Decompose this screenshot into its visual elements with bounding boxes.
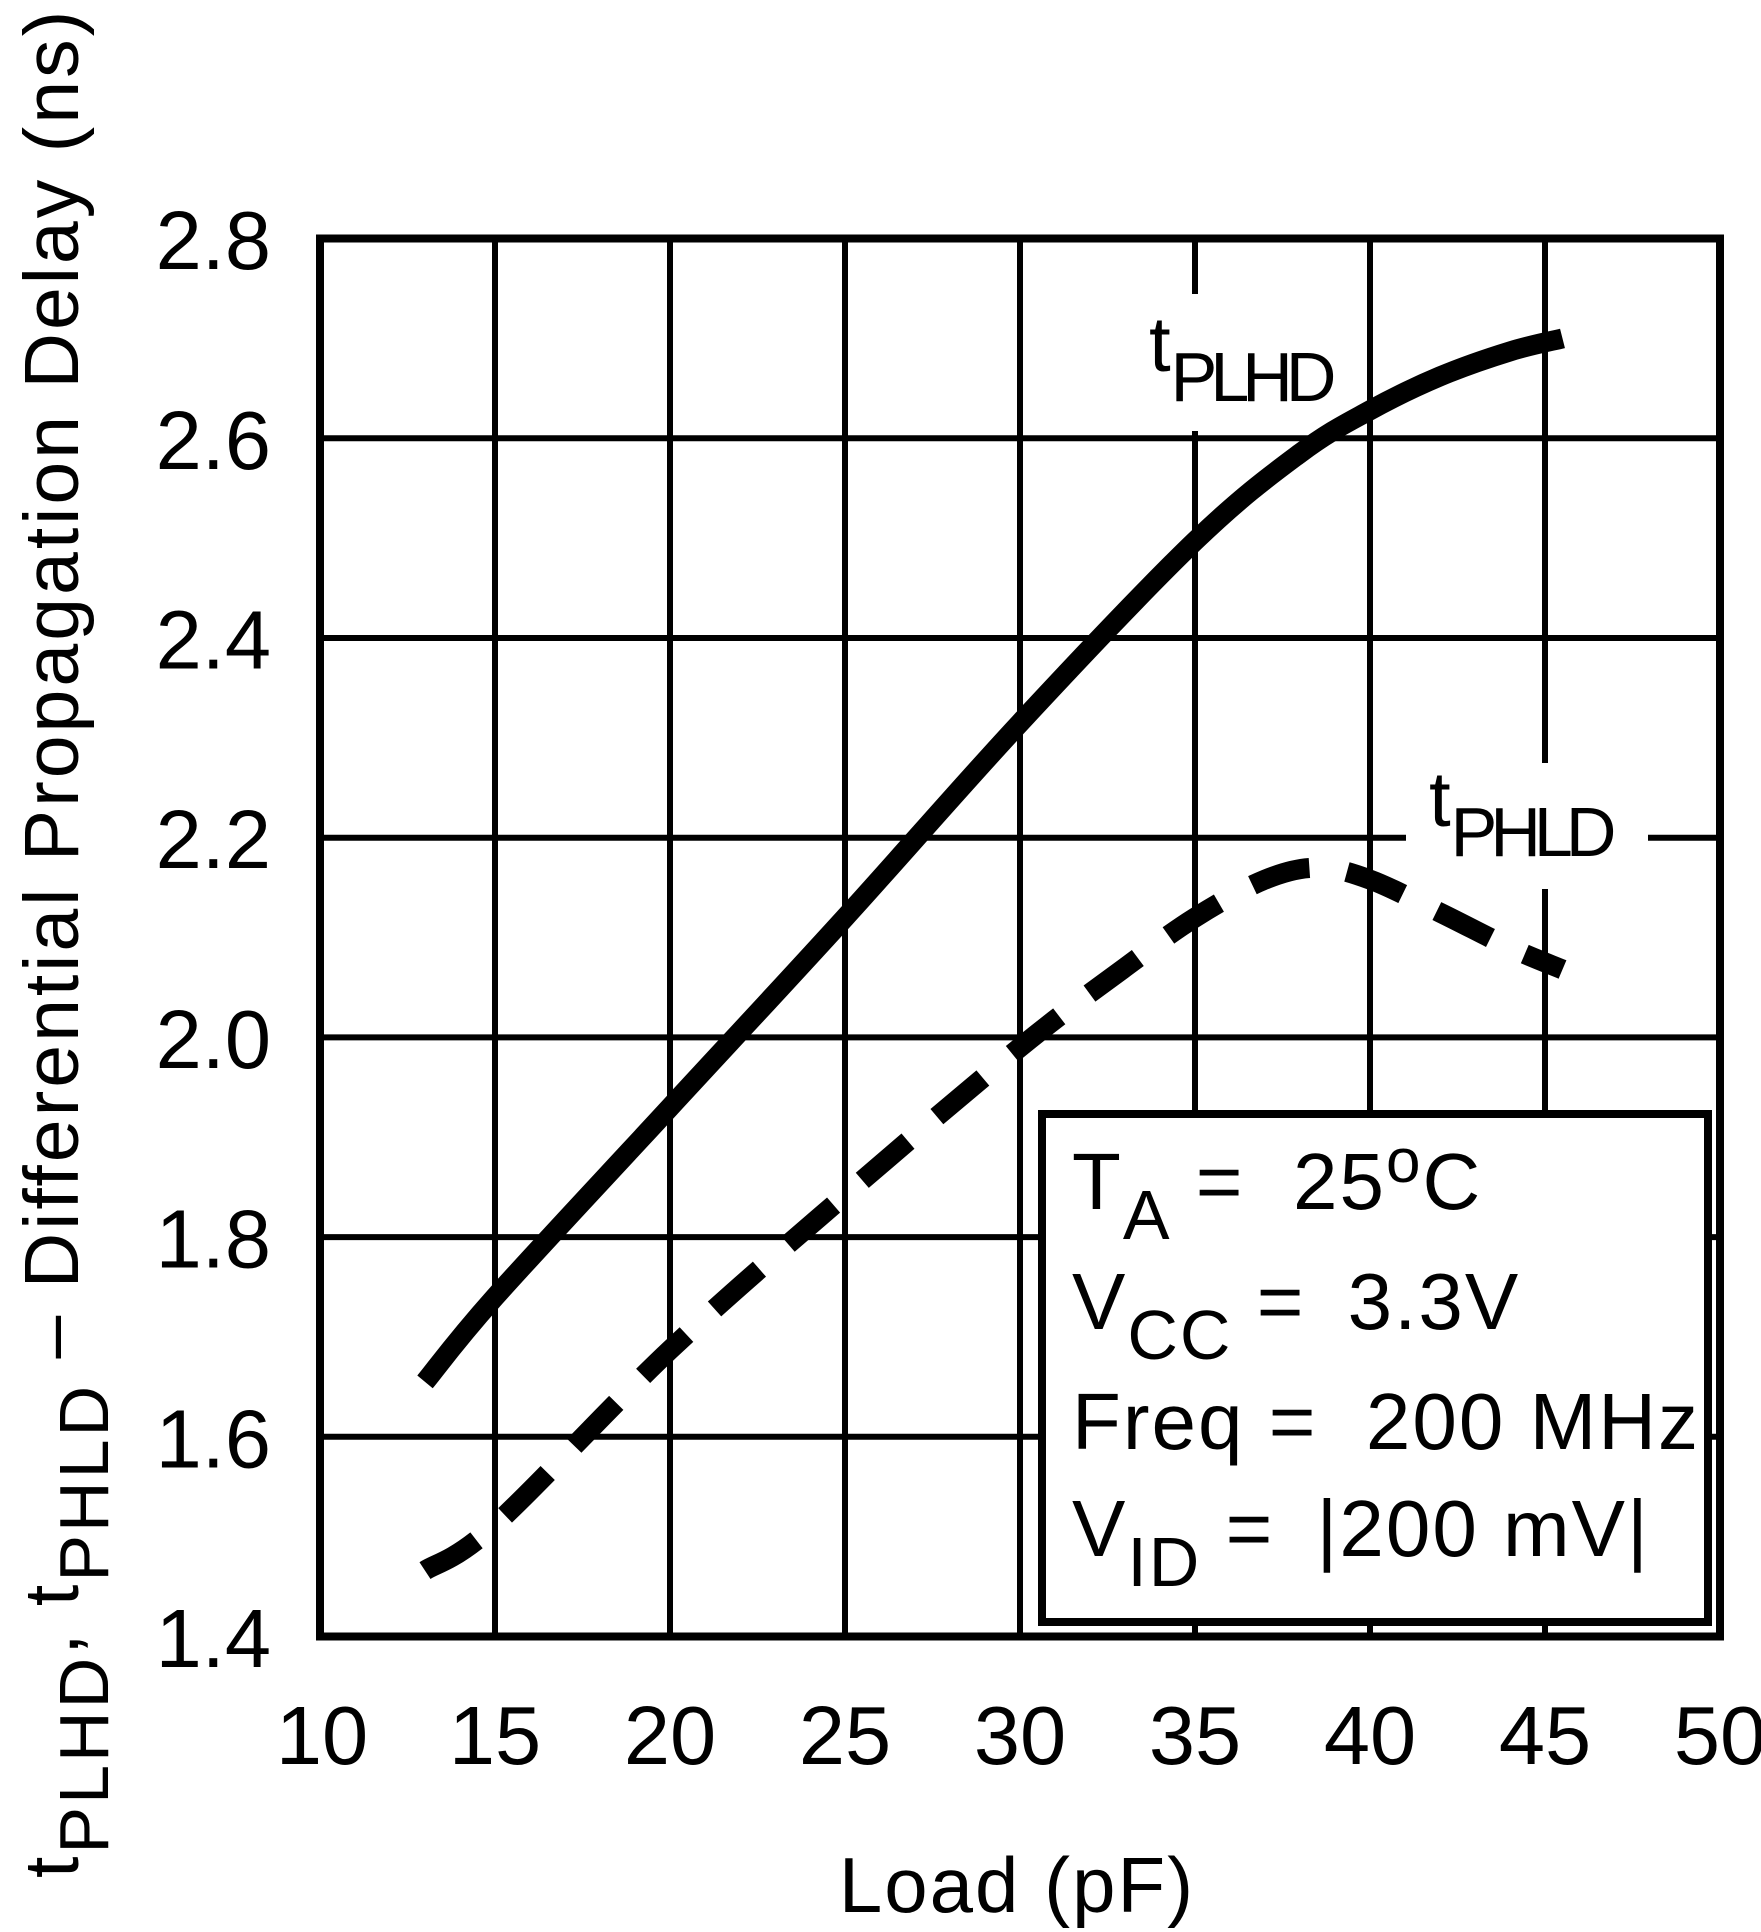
- svg-text:1.4: 1.4: [156, 1592, 271, 1685]
- svg-text:2.2: 2.2: [156, 793, 271, 886]
- svg-text:40: 40: [1324, 1689, 1416, 1782]
- svg-text:25: 25: [799, 1689, 891, 1782]
- svg-text:2.0: 2.0: [156, 993, 271, 1086]
- svg-text:1.6: 1.6: [156, 1392, 271, 1485]
- svg-text:2.6: 2.6: [156, 394, 271, 487]
- svg-text:50: 50: [1674, 1689, 1761, 1782]
- svg-text:Freq = 200 MHz: Freq = 200 MHz: [1072, 1377, 1700, 1466]
- svg-text:Load (pF): Load (pF): [839, 1841, 1195, 1929]
- svg-text:2.4: 2.4: [156, 594, 271, 687]
- svg-text:1.8: 1.8: [156, 1193, 271, 1286]
- svg-text:45: 45: [1499, 1689, 1591, 1782]
- svg-text:10: 10: [276, 1689, 368, 1782]
- svg-text:2.8: 2.8: [156, 194, 271, 287]
- svg-text:20: 20: [624, 1689, 716, 1782]
- svg-text:35: 35: [1149, 1689, 1241, 1782]
- svg-text:15: 15: [449, 1689, 541, 1782]
- svg-text:30: 30: [974, 1689, 1066, 1782]
